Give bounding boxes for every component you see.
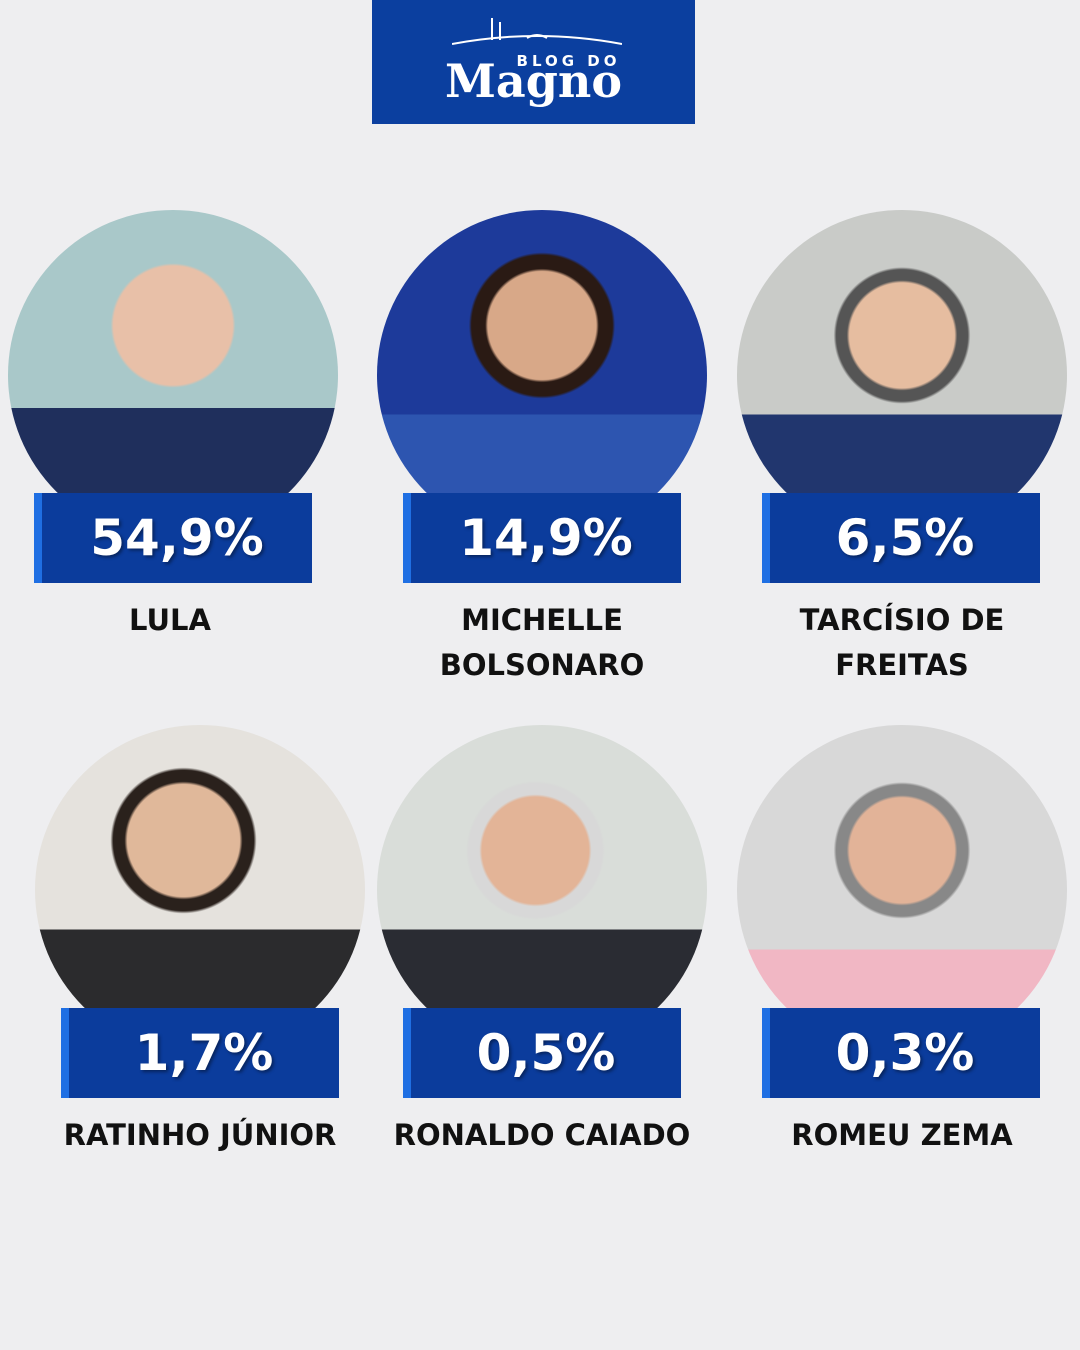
logo-icon <box>452 18 622 45</box>
percent-label: 0,3% <box>762 1008 1040 1098</box>
candidate-photo <box>737 725 1067 1055</box>
candidate-photo <box>377 210 707 540</box>
candidate-name: TARCÍSIO DE FREITAS <box>799 603 1005 682</box>
percent-label: 0,5% <box>403 1008 681 1098</box>
logo-line2: Magno <box>444 54 622 108</box>
candidate-name: LULA <box>129 603 211 637</box>
candidate-photo <box>35 725 365 1055</box>
candidate-name: RONALDO CAIADO <box>393 1118 691 1152</box>
candidate-photo <box>377 725 707 1055</box>
candidate-name: ROMEU ZEMA <box>791 1118 1013 1152</box>
percent-label: 14,9% <box>403 493 681 583</box>
logo: BLOG DO Magno <box>372 0 695 124</box>
percent-label: 54,9% <box>34 493 312 583</box>
candidate-photo <box>8 210 338 540</box>
logo-line1: BLOG DO <box>516 52 621 70</box>
percent-label: 6,5% <box>762 493 1040 583</box>
candidate-photo <box>737 210 1067 540</box>
candidate-name: MICHELLE BOLSONARO <box>439 603 645 682</box>
candidate-name: RATINHO JÚNIOR <box>63 1118 337 1152</box>
percent-label: 1,7% <box>61 1008 339 1098</box>
